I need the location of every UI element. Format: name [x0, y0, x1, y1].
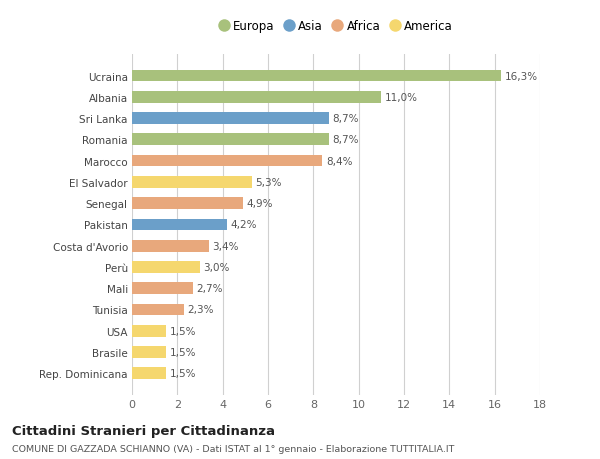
Bar: [132, 134, 329, 146]
Text: 3,0%: 3,0%: [203, 263, 230, 272]
Bar: [132, 156, 322, 167]
Bar: [132, 198, 243, 209]
Text: 8,7%: 8,7%: [332, 135, 359, 145]
Text: 8,4%: 8,4%: [326, 156, 352, 166]
Text: 2,7%: 2,7%: [197, 284, 223, 294]
Text: 5,3%: 5,3%: [256, 178, 282, 187]
Bar: [132, 241, 209, 252]
Bar: [132, 113, 329, 125]
Bar: [132, 325, 166, 337]
Bar: [132, 177, 252, 188]
Text: 3,4%: 3,4%: [212, 241, 239, 251]
Bar: [132, 368, 166, 379]
Bar: [132, 92, 382, 103]
Text: 4,2%: 4,2%: [230, 220, 257, 230]
Text: Cittadini Stranieri per Cittadinanza: Cittadini Stranieri per Cittadinanza: [12, 424, 275, 437]
Bar: [132, 262, 200, 273]
Bar: [132, 219, 227, 231]
Legend: Europa, Asia, Africa, America: Europa, Asia, Africa, America: [215, 17, 457, 37]
Text: 1,5%: 1,5%: [169, 347, 196, 357]
Text: 8,7%: 8,7%: [332, 114, 359, 124]
Bar: [132, 71, 502, 82]
Text: 1,5%: 1,5%: [169, 326, 196, 336]
Bar: [132, 304, 184, 316]
Text: 11,0%: 11,0%: [385, 93, 418, 102]
Text: COMUNE DI GAZZADA SCHIANNO (VA) - Dati ISTAT al 1° gennaio - Elaborazione TUTTIT: COMUNE DI GAZZADA SCHIANNO (VA) - Dati I…: [12, 444, 454, 453]
Text: 1,5%: 1,5%: [169, 369, 196, 379]
Bar: [132, 283, 193, 294]
Text: 16,3%: 16,3%: [505, 71, 538, 81]
Text: 2,3%: 2,3%: [188, 305, 214, 315]
Text: 4,9%: 4,9%: [247, 199, 273, 209]
Bar: [132, 347, 166, 358]
